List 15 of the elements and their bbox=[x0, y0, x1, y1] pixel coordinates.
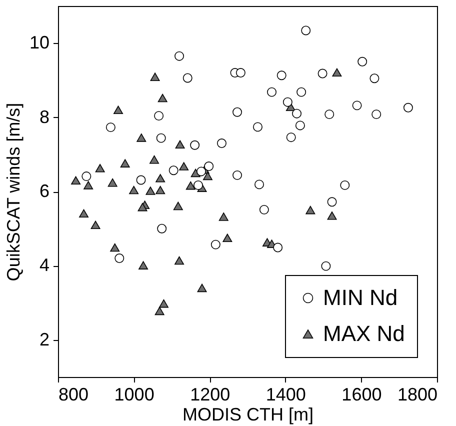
x-tick-label: 1400 bbox=[266, 384, 306, 404]
x-tick-label: 800 bbox=[58, 384, 89, 404]
x-tick-label: 1800 bbox=[397, 384, 438, 404]
legend-label: MIN Nd bbox=[323, 285, 398, 310]
y-tick-label: 10 bbox=[29, 32, 50, 53]
x-axis-title: MODIS CTH [m] bbox=[182, 404, 314, 424]
x-tick-label: 1600 bbox=[342, 384, 382, 404]
y-tick-label: 2 bbox=[39, 329, 50, 350]
y-tick-label: 6 bbox=[39, 181, 50, 201]
y-tick-label: 4 bbox=[39, 255, 50, 276]
x-tick-label: 1000 bbox=[114, 384, 154, 404]
legend-label: MAX Nd bbox=[323, 321, 405, 346]
y-tick-label: 8 bbox=[39, 106, 50, 127]
y-axis-title: QuikSCAT winds [m/s] bbox=[3, 102, 24, 282]
x-tick-label: 1200 bbox=[190, 384, 230, 404]
